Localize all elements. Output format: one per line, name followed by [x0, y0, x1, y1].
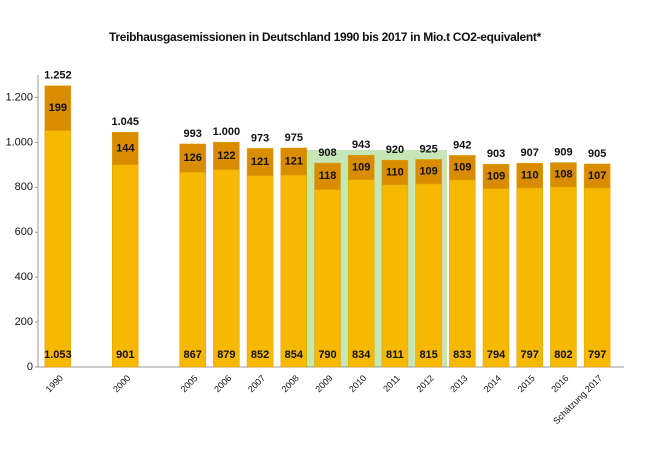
chart-title: Treibhausgasemissionen in Deutschland 19…: [109, 30, 542, 44]
bar-segment: [381, 184, 409, 368]
data-label: 118: [319, 170, 337, 182]
total-label: 1.045: [111, 116, 139, 128]
y-tick-label: 1.200: [5, 91, 33, 103]
data-label: 790: [318, 349, 336, 361]
data-label: 109: [487, 170, 505, 182]
data-label: 110: [521, 170, 539, 182]
bar-segment: [347, 154, 375, 180]
bar-segment: [44, 85, 72, 131]
bar-segment: [482, 163, 510, 189]
total-label: 975: [285, 132, 303, 144]
data-label: 802: [554, 349, 572, 361]
bar-segment: [415, 183, 442, 368]
bar-segment: [213, 141, 240, 170]
data-label: 122: [217, 150, 235, 162]
x-tick-label: 2015: [516, 373, 537, 394]
data-label: 121: [285, 155, 303, 167]
total-label: 920: [386, 144, 404, 156]
x-tick-label: 2016: [549, 373, 570, 394]
y-tick-label: 1.000: [5, 136, 33, 148]
bar-segment: [179, 143, 206, 173]
total-label: 1.252: [44, 70, 72, 82]
data-label: 797: [588, 349, 606, 361]
bar-segment: [516, 187, 543, 368]
total-label: 908: [318, 147, 336, 159]
bar-segment: [246, 148, 274, 176]
data-label: 126: [183, 152, 201, 164]
data-label: 794: [487, 349, 506, 361]
total-label: 909: [554, 147, 572, 159]
bar-segment: [583, 187, 611, 368]
x-tick-label: 2006: [212, 373, 233, 394]
bar-segment: [583, 163, 611, 189]
data-label: 854: [285, 349, 304, 361]
bar-segment: [179, 172, 206, 368]
bar-segment: [550, 162, 577, 188]
data-label: 1.053: [44, 349, 72, 361]
data-label: 815: [419, 349, 437, 361]
data-label: 109: [352, 161, 370, 173]
total-label: 1.000: [213, 126, 241, 138]
x-tick-label: 2012: [414, 373, 435, 394]
x-tick-label: 2014: [482, 373, 503, 394]
x-tick-label: 2009: [313, 373, 334, 394]
data-label: 834: [352, 349, 371, 361]
bar-segment: [449, 179, 476, 368]
x-tick-label: 2000: [111, 373, 132, 394]
data-label: 107: [588, 170, 606, 182]
bar-segment: [112, 164, 139, 368]
y-tick-label: 200: [15, 316, 33, 328]
bar-segment: [314, 189, 341, 368]
data-label: 109: [419, 166, 437, 178]
x-tick-label: 2007: [246, 373, 267, 394]
x-tick-label: 2010: [347, 373, 368, 394]
data-label: 199: [49, 102, 67, 114]
bar-segment: [280, 174, 308, 368]
bar-segment: [280, 147, 308, 176]
data-label: 121: [251, 156, 269, 168]
y-tick-label: 600: [15, 226, 33, 238]
y-tick-label: 0: [27, 361, 33, 373]
y-tick-label: 400: [15, 271, 33, 283]
data-label: 109: [453, 162, 471, 174]
x-tick-label: 2013: [448, 373, 469, 394]
total-label: 907: [521, 147, 539, 159]
total-label: 993: [183, 128, 201, 140]
data-label: 901: [116, 349, 134, 361]
data-label: 879: [217, 349, 235, 361]
x-tick-label: 2005: [179, 373, 200, 394]
bar-segment: [449, 155, 476, 181]
total-label: 903: [487, 148, 505, 160]
x-tick-label: 1990: [44, 373, 65, 394]
total-label: 905: [588, 148, 606, 160]
data-label: 852: [251, 349, 269, 361]
y-tick-label: 800: [15, 181, 33, 193]
data-label: 797: [521, 349, 539, 361]
bar-segment: [381, 159, 409, 186]
total-label: 973: [251, 132, 269, 144]
data-label: 110: [386, 166, 404, 178]
data-label: 833: [453, 349, 471, 361]
bar-segment: [347, 179, 375, 368]
total-label: 943: [352, 139, 370, 151]
bar-segment: [112, 132, 139, 165]
data-label: 144: [116, 142, 135, 154]
bar-segment: [516, 163, 543, 189]
total-label: 925: [419, 143, 437, 155]
bar-segment: [550, 186, 577, 368]
bar-segment: [482, 188, 510, 368]
data-label: 867: [183, 349, 201, 361]
bar-segment: [314, 162, 341, 190]
data-label: 108: [554, 169, 572, 181]
bar-segment: [213, 169, 240, 368]
bar-segment: [246, 175, 274, 368]
bar-segment: [415, 159, 442, 185]
x-tick-label: 2011: [381, 373, 402, 394]
bar-segment: [44, 130, 72, 368]
total-label: 942: [453, 139, 471, 151]
x-tick-label: 2008: [280, 373, 301, 394]
data-label: 811: [386, 349, 404, 361]
